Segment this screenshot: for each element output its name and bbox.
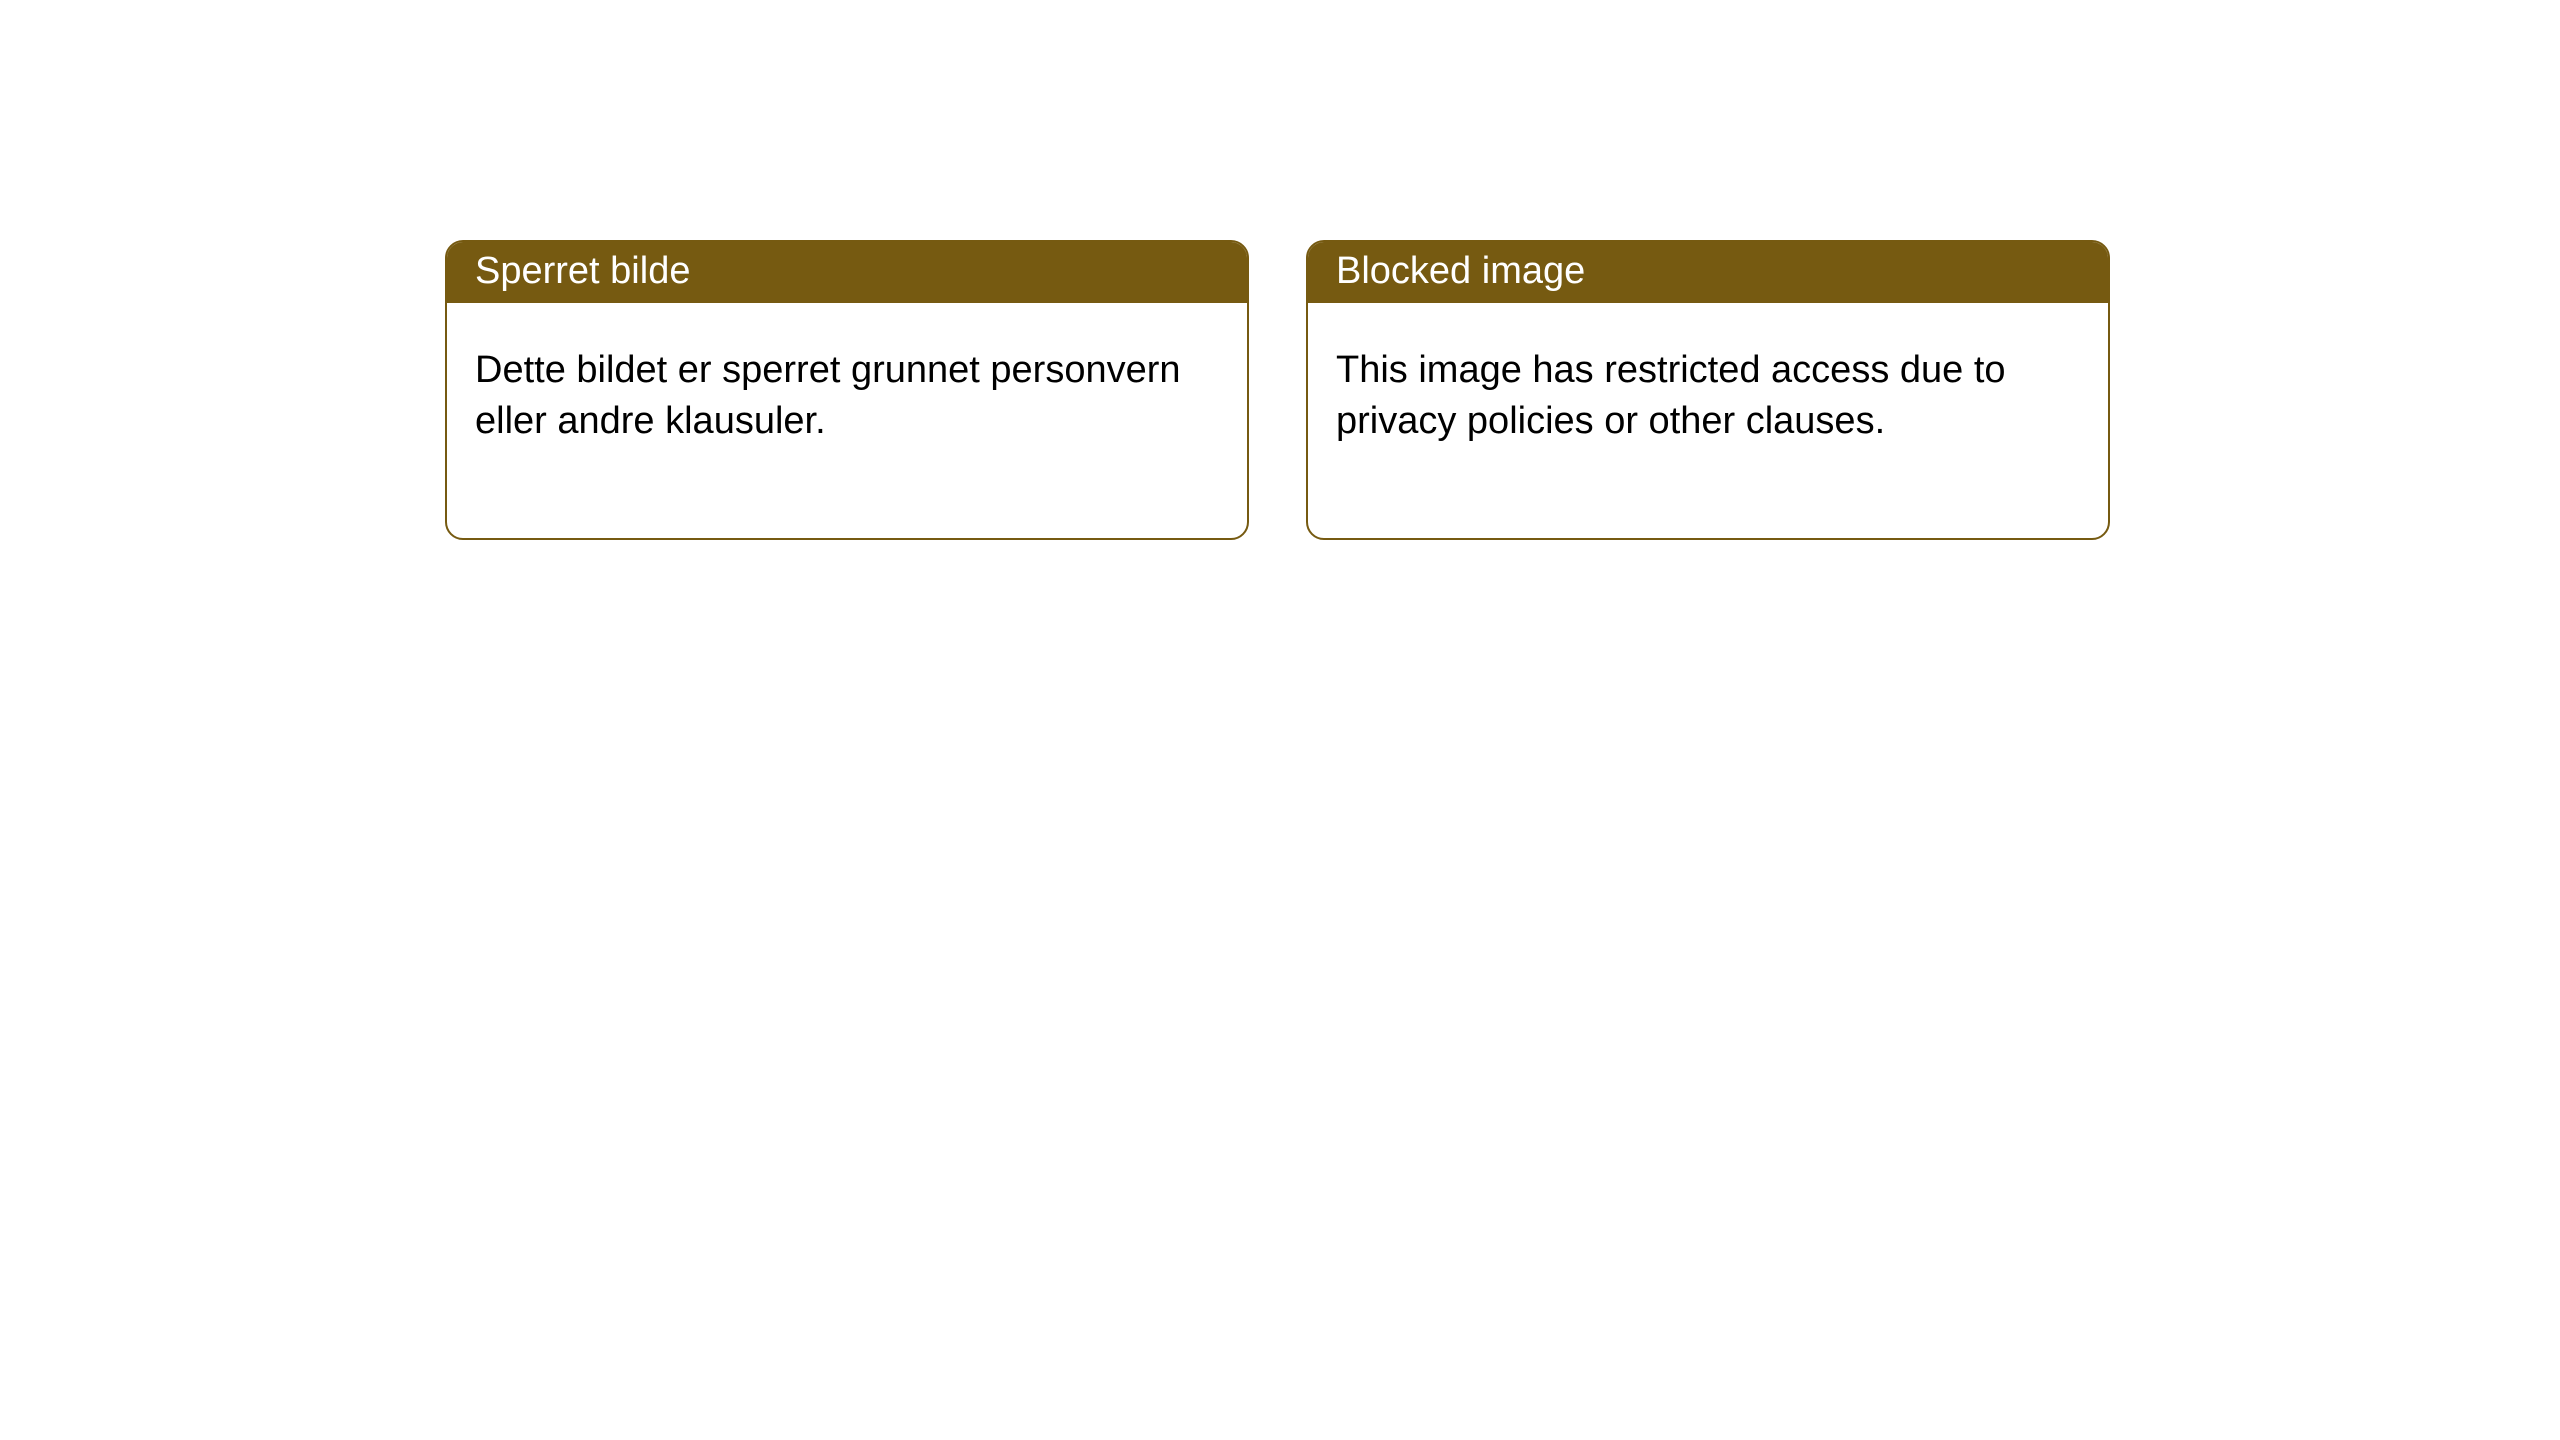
card-title: Blocked image (1336, 250, 1585, 292)
card-title: Sperret bilde (475, 250, 690, 292)
notice-card-norwegian: Sperret bilde Dette bildet er sperret gr… (445, 240, 1249, 540)
card-body: Dette bildet er sperret grunnet personve… (447, 303, 1247, 538)
notice-cards-container: Sperret bilde Dette bildet er sperret gr… (445, 240, 2110, 540)
notice-card-english: Blocked image This image has restricted … (1306, 240, 2110, 540)
card-body-text: This image has restricted access due to … (1336, 349, 2006, 442)
card-header: Sperret bilde (447, 242, 1247, 303)
card-header: Blocked image (1308, 242, 2108, 303)
card-body: This image has restricted access due to … (1308, 303, 2108, 538)
card-body-text: Dette bildet er sperret grunnet personve… (475, 349, 1181, 442)
